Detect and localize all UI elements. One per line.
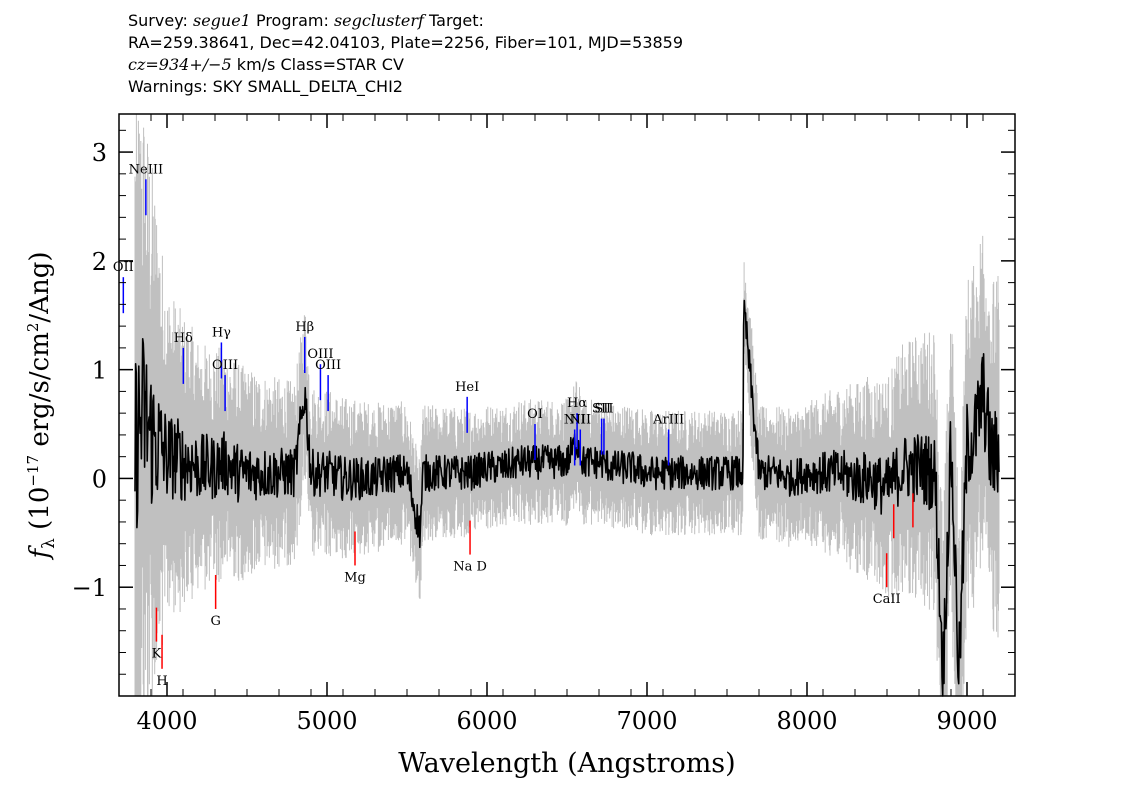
x-tick-label: 5000 (296, 707, 357, 735)
emission-line-label: SII (594, 402, 613, 417)
x-tick-label: 9000 (936, 707, 997, 735)
emission-line-label: Hβ (295, 320, 314, 335)
flux-line (134, 299, 1000, 697)
header-line-1: Survey: segue1 Program: segclusterf Targ… (128, 10, 683, 32)
absorption-line-label: K (152, 647, 162, 662)
class-value: km/s Class=STAR CV (231, 55, 404, 74)
program-value: segclusterf (333, 11, 424, 30)
redshift-value: cz=934+/−5 (128, 55, 232, 74)
survey-label: Survey: (128, 11, 188, 30)
emission-line-label: Hγ (212, 325, 231, 340)
emission-line-label: Hα (567, 396, 587, 411)
emission-line-label: Hδ (174, 331, 193, 346)
absorption-line-label: H (156, 674, 167, 689)
chart-header: Survey: segue1 Program: segclusterf Targ… (128, 10, 683, 98)
y-axis-label: fλ (10−17 erg/s/cm2/Ang) (24, 252, 59, 561)
emission-line-label: NeIII (129, 162, 163, 177)
flux-series (134, 299, 1000, 697)
y-tick-label: 0 (92, 465, 107, 493)
emission-line-label: OII (113, 260, 134, 275)
y-tick-label: −1 (72, 574, 107, 602)
emission-line-label: NII (569, 412, 591, 427)
emission-line-label: OI (527, 407, 543, 422)
emission-line-label: HeI (455, 380, 479, 395)
x-axis-label: Wavelength (Angstroms) (398, 748, 735, 779)
emission-line-label: OIII (315, 358, 341, 373)
x-tick-label: 8000 (776, 707, 837, 735)
y-tick-label: 3 (92, 139, 107, 167)
survey-value: segue1 (192, 11, 251, 30)
absorption-line-label: G (210, 614, 220, 629)
x-tick-label: 4000 (136, 707, 197, 735)
emission-line-label: OIII (212, 358, 238, 373)
absorption-line-label: CaII (873, 592, 901, 607)
program-label: Program: (255, 11, 329, 30)
y-tick-label: 2 (92, 248, 107, 276)
absorption-line-label: Mg (344, 570, 366, 585)
emission-line-label: OIII (307, 347, 333, 362)
header-line-3: cz=934+/−5 km/s Class=STAR CV (128, 54, 683, 76)
header-line-4: Warnings: SKY SMALL_DELTA_CHI2 (128, 77, 403, 96)
x-tick-label: 6000 (456, 707, 517, 735)
emission-line-label: SII (592, 402, 611, 417)
absorption-line-label: Na D (453, 560, 487, 575)
target-label: Target: (429, 11, 484, 30)
axes: 4000 5000 6000 7000 8000 9000 −1 0 1 2 3 (72, 114, 1016, 735)
y-tick-label: 1 (92, 357, 107, 385)
emission-line-label: NII (564, 412, 586, 427)
emission-line-label: ArIII (652, 412, 684, 427)
header-line-2: RA=259.38641, Dec=42.04103, Plate=2256, … (128, 33, 684, 52)
x-tick-label: 7000 (616, 707, 677, 735)
